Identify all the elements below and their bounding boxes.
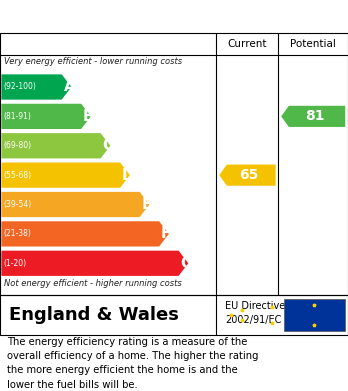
Text: (21-38): (21-38) (3, 230, 31, 239)
Polygon shape (1, 251, 188, 276)
Text: Current: Current (228, 39, 267, 49)
Polygon shape (219, 165, 276, 186)
Polygon shape (281, 106, 345, 127)
Text: B: B (83, 109, 95, 124)
Text: (92-100): (92-100) (3, 83, 36, 91)
Bar (284, 299, 345, 331)
Text: (81-91): (81-91) (3, 112, 31, 121)
Text: 81: 81 (305, 109, 325, 124)
Polygon shape (1, 133, 110, 158)
Text: C: C (102, 138, 113, 153)
Text: (39-54): (39-54) (3, 200, 32, 209)
Polygon shape (1, 104, 91, 129)
Text: (55-68): (55-68) (3, 170, 32, 179)
Text: Not energy efficient - higher running costs: Not energy efficient - higher running co… (4, 279, 182, 288)
Polygon shape (1, 192, 149, 217)
Text: G: G (180, 256, 193, 271)
Polygon shape (1, 163, 130, 188)
Text: D: D (122, 168, 134, 183)
Text: The energy efficiency rating is a measure of the
overall efficiency of a home. T: The energy efficiency rating is a measur… (7, 337, 259, 390)
Text: EU Directive
2002/91/EC: EU Directive 2002/91/EC (225, 301, 285, 325)
Text: (1-20): (1-20) (3, 259, 26, 268)
Text: Potential: Potential (290, 39, 336, 49)
Text: A: A (63, 79, 75, 95)
Text: England & Wales: England & Wales (9, 306, 179, 324)
Text: (69-80): (69-80) (3, 141, 32, 150)
Polygon shape (1, 74, 71, 100)
Text: Energy Efficiency Rating: Energy Efficiency Rating (9, 9, 219, 24)
Text: F: F (161, 226, 171, 241)
Text: Very energy efficient - lower running costs: Very energy efficient - lower running co… (4, 57, 182, 66)
Text: 65: 65 (239, 168, 259, 182)
Text: E: E (141, 197, 152, 212)
Polygon shape (1, 221, 169, 247)
